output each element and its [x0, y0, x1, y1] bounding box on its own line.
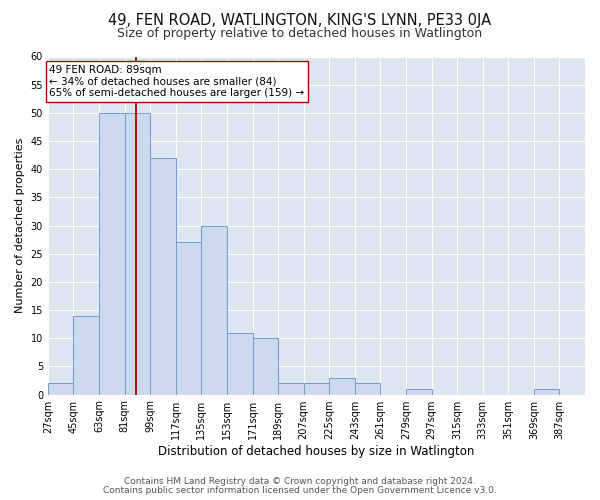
Text: Contains public sector information licensed under the Open Government Licence v3: Contains public sector information licen…	[103, 486, 497, 495]
Bar	[329, 378, 355, 394]
Bar	[125, 113, 150, 394]
Bar	[227, 332, 253, 394]
Bar	[176, 242, 202, 394]
Bar	[73, 316, 99, 394]
Bar	[150, 158, 176, 394]
Bar	[202, 226, 227, 394]
Bar	[278, 384, 304, 394]
Bar	[534, 389, 559, 394]
Text: 49, FEN ROAD, WATLINGTON, KING'S LYNN, PE33 0JA: 49, FEN ROAD, WATLINGTON, KING'S LYNN, P…	[109, 12, 491, 28]
Bar	[48, 384, 73, 394]
Text: Size of property relative to detached houses in Watlington: Size of property relative to detached ho…	[118, 28, 482, 40]
Text: 49 FEN ROAD: 89sqm
← 34% of detached houses are smaller (84)
65% of semi-detache: 49 FEN ROAD: 89sqm ← 34% of detached hou…	[49, 65, 304, 98]
Text: Contains HM Land Registry data © Crown copyright and database right 2024.: Contains HM Land Registry data © Crown c…	[124, 477, 476, 486]
Y-axis label: Number of detached properties: Number of detached properties	[15, 138, 25, 313]
Bar	[99, 113, 125, 394]
Bar	[355, 384, 380, 394]
Bar	[406, 389, 431, 394]
X-axis label: Distribution of detached houses by size in Watlington: Distribution of detached houses by size …	[158, 444, 475, 458]
Bar	[253, 338, 278, 394]
Bar	[304, 384, 329, 394]
